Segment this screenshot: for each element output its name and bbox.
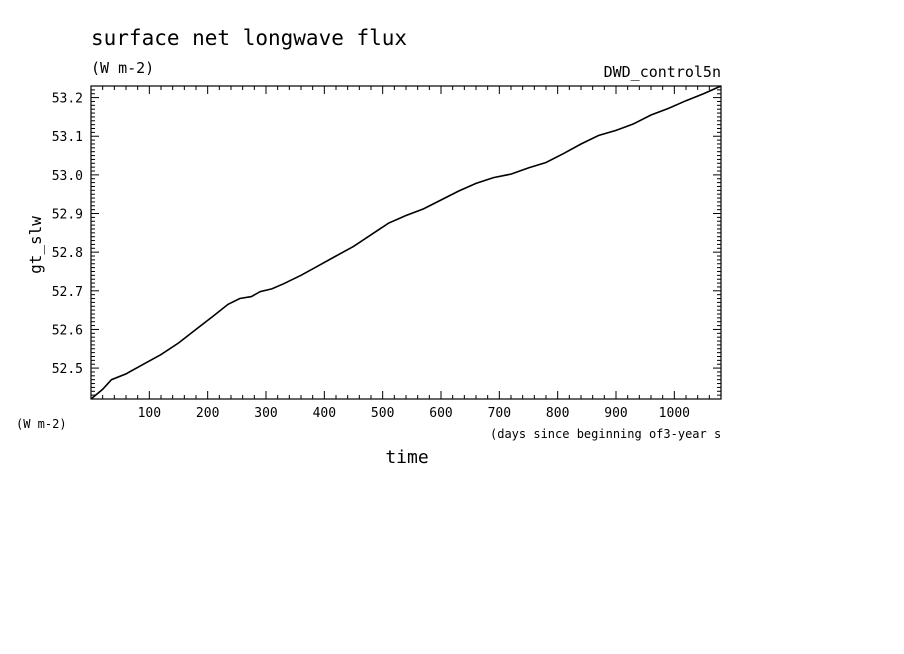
plot-area [90, 85, 722, 400]
x-axis-units: (days since beginning of3-year s [490, 427, 721, 441]
y-axis-units: (W m-2) [16, 417, 67, 431]
x-tick-label: 200 [196, 406, 219, 421]
y-tick-label: 53.2 [52, 92, 83, 107]
y-tick-label: 52.8 [52, 246, 83, 261]
chart-title: surface net longwave flux [91, 26, 407, 50]
x-tick-label: 100 [138, 406, 161, 421]
y-tick-label: 53.1 [52, 130, 83, 145]
x-tick-label: 800 [546, 406, 569, 421]
x-tick-label: 400 [313, 406, 336, 421]
y-tick-label: 52.6 [52, 323, 83, 338]
y-axis: 52.5 52.6 52.7 52.8 52.9 53.0 53.1 53.2 [52, 89, 721, 396]
x-axis-label: time [385, 447, 428, 468]
x-tick-label: 600 [429, 406, 452, 421]
x-tick-label: 1000 [659, 406, 690, 421]
y-axis-label: gt_slw [26, 216, 45, 274]
y-tick-label: 53.0 [52, 169, 83, 184]
x-tick-label: 700 [488, 406, 511, 421]
x-tick-label: 900 [604, 406, 627, 421]
series-line [90, 85, 722, 400]
x-tick-label: 500 [371, 406, 394, 421]
y-tick-label: 52.9 [52, 208, 83, 223]
run-label: DWD_control5n [604, 63, 721, 81]
x-axis: 100 200 300 400 500 600 700 800 900 1000 [102, 86, 710, 421]
x-tick-label: 300 [254, 406, 277, 421]
y-tick-label: 52.7 [52, 285, 83, 300]
chart-units: (W m-2) [91, 59, 154, 77]
plot-frame [90, 85, 722, 400]
y-tick-label: 52.5 [52, 362, 83, 377]
